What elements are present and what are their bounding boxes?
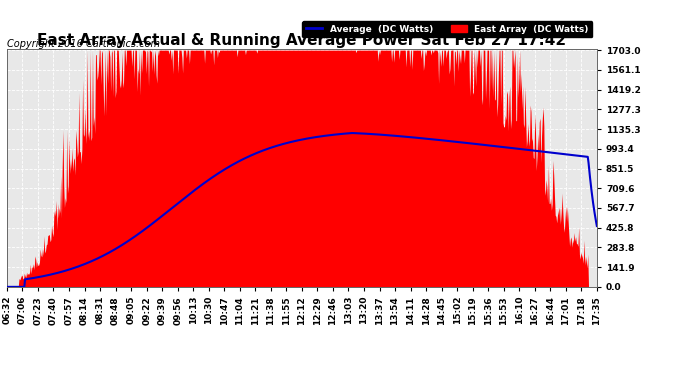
Legend: Average  (DC Watts), East Array  (DC Watts): Average (DC Watts), East Array (DC Watts… bbox=[302, 21, 592, 38]
Title: East Array Actual & Running Average Power Sat Feb 27 17:42: East Array Actual & Running Average Powe… bbox=[37, 33, 566, 48]
Text: Copyright 2016 Cartronics.com: Copyright 2016 Cartronics.com bbox=[7, 39, 160, 50]
